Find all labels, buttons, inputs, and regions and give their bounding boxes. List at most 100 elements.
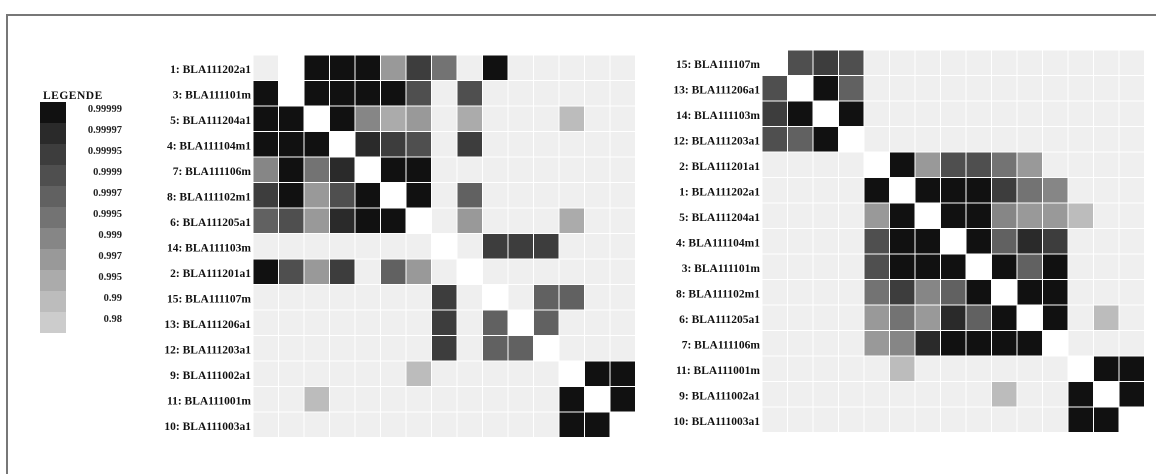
heatmap-cell (354, 182, 381, 209)
heatmap-cell (482, 258, 509, 285)
heatmap-cell (329, 309, 356, 336)
heatmap-cell (252, 156, 279, 183)
heatmap-cell (380, 207, 407, 234)
heatmap-cell (278, 131, 305, 158)
heatmap-cell (303, 80, 330, 107)
heatmap-cell (914, 253, 941, 280)
heatmap-cell (1042, 202, 1069, 229)
heatmap-cell (1016, 406, 1043, 433)
heatmap-cell (965, 177, 992, 204)
heatmap-cell (533, 182, 560, 209)
heatmap-cell (863, 304, 890, 331)
heatmap-cell (1016, 151, 1043, 178)
row-label: 3: BLA111101m (173, 89, 252, 101)
heatmap-cell (405, 360, 432, 387)
heatmap-cell (482, 284, 509, 311)
heatmap-cell (1016, 228, 1043, 255)
heatmap-cell (584, 360, 611, 387)
heatmap-cell (838, 279, 865, 306)
legend-label: 0.99999 (87, 104, 122, 115)
heatmap-cell (889, 304, 916, 331)
heatmap-cell (482, 386, 509, 413)
heatmap-cell (278, 182, 305, 209)
heatmap-cell (838, 202, 865, 229)
legend-swatch (40, 228, 66, 249)
heatmap-cell (456, 105, 483, 132)
heatmap-cell (405, 411, 432, 438)
heatmap-cell (609, 233, 636, 260)
heatmap-cell (1067, 202, 1094, 229)
heatmap-cell (558, 335, 585, 362)
heatmap-cell (431, 335, 458, 362)
heatmap-cell (991, 330, 1018, 357)
heatmap-cell (1118, 126, 1145, 153)
heatmap-cell (863, 50, 890, 76)
heatmap-cell (1118, 177, 1145, 204)
heatmap-cell (303, 105, 330, 132)
heatmap-cell (354, 131, 381, 158)
heatmap-cell (558, 258, 585, 285)
heatmap-cell (431, 207, 458, 234)
legend-label: 0.995 (98, 272, 122, 283)
heatmap-cell (889, 177, 916, 204)
heatmap-cell (914, 177, 941, 204)
heatmap-cell (252, 233, 279, 260)
heatmap-cell (889, 253, 916, 280)
heatmap-cell (940, 304, 967, 331)
row-label: 8: BLA111102m1 (676, 288, 760, 300)
heatmap-cell (889, 126, 916, 153)
heatmap-cell (482, 131, 509, 158)
heatmap-cell (507, 360, 534, 387)
heatmap-cell (405, 309, 432, 336)
heatmap-cell (609, 335, 636, 362)
heatmap-cell (914, 279, 941, 306)
heatmap-cell (278, 386, 305, 413)
heatmap-cell (431, 309, 458, 336)
heatmap-cell (380, 360, 407, 387)
heatmap-cell (252, 131, 279, 158)
heatmap-cell (329, 360, 356, 387)
heatmap-cell (507, 335, 534, 362)
heatmap-cell (761, 406, 788, 433)
heatmap-cell (380, 131, 407, 158)
heatmap-cell (533, 131, 560, 158)
heatmap-cell (761, 279, 788, 306)
heatmap-cell (380, 55, 407, 81)
heatmap-cell (787, 177, 814, 204)
heatmap-cell (863, 151, 890, 178)
heatmap-cell (812, 202, 839, 229)
heatmap-cell (482, 411, 509, 438)
heatmap-cell (278, 80, 305, 107)
heatmap-cell (252, 80, 279, 107)
row-label: 1: BLA111202a1 (170, 64, 251, 76)
heatmap-cell (609, 80, 636, 107)
heatmap-cell (354, 105, 381, 132)
heatmap-cell (329, 131, 356, 158)
heatmap-cell (812, 126, 839, 153)
legend-swatch (40, 123, 66, 144)
legend-label: 0.99 (103, 293, 122, 304)
heatmap-cell (278, 207, 305, 234)
heatmap-cell (431, 80, 458, 107)
heatmap-cell (863, 228, 890, 255)
heatmap-cell (405, 284, 432, 311)
heatmap-cell (1042, 75, 1069, 102)
heatmap-cell (558, 156, 585, 183)
heatmap-cell (889, 50, 916, 76)
heatmap-cell (380, 309, 407, 336)
heatmap-cell (787, 304, 814, 331)
heatmap-cell (838, 304, 865, 331)
heatmap-cell (838, 253, 865, 280)
heatmap-cell (838, 75, 865, 102)
heatmap-cell (965, 126, 992, 153)
heatmap-cell (965, 228, 992, 255)
heatmap-cell (507, 411, 534, 438)
heatmap-cell (940, 330, 967, 357)
heatmap-cell (329, 386, 356, 413)
heatmap-cell (558, 131, 585, 158)
heatmap-cell (609, 258, 636, 285)
heatmap-cell (303, 386, 330, 413)
heatmap-cell (940, 100, 967, 127)
heatmap-cell (1067, 381, 1094, 408)
heatmap-cell (431, 156, 458, 183)
